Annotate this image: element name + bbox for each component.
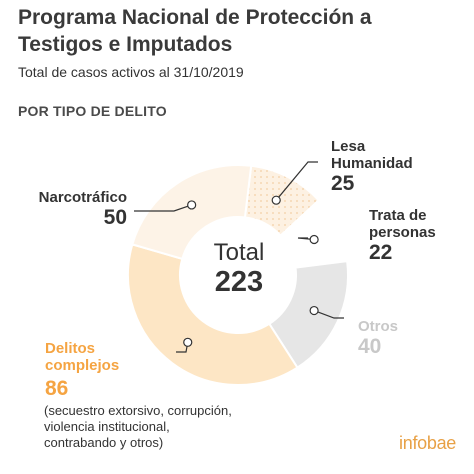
label-trata: Trata de personas 22	[369, 207, 436, 265]
leader-line-2	[297, 237, 315, 241]
center-label: Total	[213, 239, 265, 266]
label-lesa-line1: Lesa	[331, 138, 366, 155]
value-delitos-complejos: 86	[45, 377, 69, 400]
note-line2: violencia institucional,	[44, 419, 170, 434]
value-otros: 40	[358, 335, 382, 358]
section-heading: POR TIPO DE DELITO	[18, 103, 167, 119]
label-lesa-line2: Humanidad	[331, 155, 413, 172]
leader-line-1	[275, 161, 318, 201]
label-narcotrafico: Narcotráfico 50	[27, 189, 127, 230]
leader-dot-5	[187, 200, 197, 210]
label-narco-line1: Narcotráfico	[38, 189, 127, 206]
donut-center: Total 223	[189, 239, 289, 299]
label-delitos-complejos: Delitos complejos 86	[45, 340, 119, 401]
note-line1: (secuestro extorsivo, corrupción,	[44, 403, 232, 418]
label-complejos-line1: Delitos	[45, 340, 96, 357]
label-trata-line2: personas	[369, 224, 436, 241]
chart-subtitle: Total de casos activos al 31/10/2019	[18, 64, 244, 80]
center-total: 223	[214, 266, 264, 298]
delitos-complejos-note: (secuestro extorsivo, corrupción, violen…	[44, 403, 304, 451]
leader-line-5	[134, 204, 192, 212]
value-trata: 22	[369, 241, 393, 264]
slice-narcotr-fico	[131, 164, 253, 261]
value-lesa-humanidad: 25	[331, 172, 355, 195]
label-otros-line1: Otros	[358, 318, 399, 335]
leader-dot-1	[271, 195, 281, 205]
leader-dot-3	[309, 305, 319, 316]
slice-delitos-complejos	[127, 243, 299, 386]
leader-dot-4	[183, 337, 193, 347]
label-complejos-line2: complejos	[45, 357, 120, 374]
leader-line-3	[313, 309, 344, 319]
label-trata-line1: Trata de	[369, 207, 427, 224]
value-narcotrafico: 50	[103, 206, 127, 229]
label-lesa-humanidad: Lesa Humanidad 25	[331, 138, 413, 196]
leader-dot-2	[309, 234, 319, 245]
note-line3: contrabando y otros)	[44, 435, 164, 450]
chart-title: Programa Nacional de Protección a Testig…	[18, 6, 372, 56]
label-otros: Otros 40	[358, 318, 398, 359]
brand-logo: infobae	[399, 433, 456, 453]
